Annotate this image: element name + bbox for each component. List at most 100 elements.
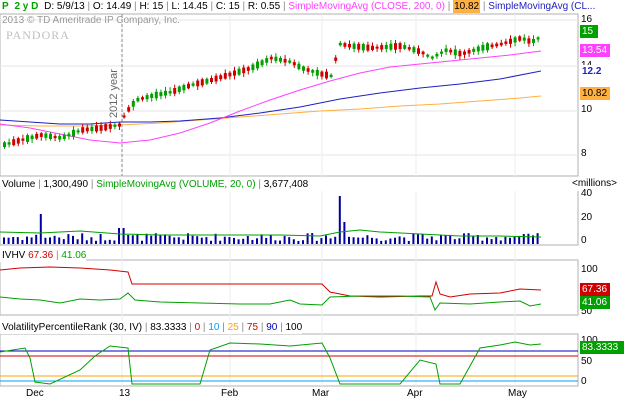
ivhv-label[interactable]: IVHV [2,250,26,261]
candle-body [159,92,163,97]
candle-body [504,41,508,44]
candle-body [430,56,434,59]
candle-body [398,43,402,50]
vpr-level-75-label: 75 [246,322,259,333]
sma50-line [0,50,542,144]
volume-bar [187,233,189,244]
candle-body [30,135,34,140]
volume-bar [357,237,360,244]
candle-body [177,86,181,93]
candle-body [412,47,416,53]
volume-bar [85,240,88,244]
volume-bar [131,235,134,244]
volume-bar [90,237,93,244]
candle-body [104,124,108,131]
vpr-label[interactable]: VolatilityPercentileRank (30, IV) [2,322,143,333]
candle-body [320,71,324,77]
volume-bar [12,237,15,244]
volume-bar [191,235,194,244]
volume-bar [154,233,157,244]
symbol-label[interactable]: P [2,1,9,12]
volume-bar [274,240,277,244]
volume-bar [371,237,373,244]
volume-bar [145,233,148,244]
vpr-tick-0: 0 [581,376,587,387]
candle-body [288,60,292,63]
x-label-mar: Mar [312,388,330,399]
candle-body [357,43,361,50]
candle-body [325,71,328,79]
candle-body [26,135,29,142]
volume-bar [412,233,415,244]
candle-body [49,133,52,139]
sma-label[interactable]: SimpleMovingAvg (CLOSE, 200, 0) [288,1,445,12]
volume-bar [168,235,171,244]
volume-bar [141,240,143,244]
candle-body [223,73,227,79]
volume-bar [292,239,295,244]
candle-body [476,46,480,52]
candle-body [495,43,499,47]
candle-body [12,139,16,146]
candle-body [352,43,356,49]
volume-bar [481,240,484,244]
volume-bar [49,237,51,244]
volume-bar [467,233,470,244]
copyright-text: 2013 © TD Ameritrade IP Company, Inc. [2,15,181,26]
volume-bar [389,238,392,244]
candle-body [210,77,213,83]
volume-bar [453,239,456,244]
volume-bar [76,239,79,244]
vpr-line [0,341,542,385]
year-marker-label: 2012 year [108,69,120,118]
volume-bar [173,237,176,244]
volume-bar [127,234,130,244]
candle-body [256,61,259,69]
candle-body [527,38,531,44]
price-grid [0,19,578,156]
vpr-value: 83.3333 [150,322,187,333]
candle-body [509,38,512,44]
volume-bar [7,237,10,244]
volume-tick-20: 20 [581,212,593,223]
candle-body [35,133,39,139]
volume-bar [352,237,355,244]
volume-bar [44,237,47,244]
candle-body [283,58,287,63]
volume-bar [35,234,38,244]
candle-body [76,130,80,133]
volume-bar [16,237,19,244]
volume-bar [58,237,61,244]
x-label-dec: Dec [26,388,44,399]
x-label-feb: Feb [221,388,239,399]
sma200-line [0,95,542,127]
last-price-badge: 15 [580,25,598,38]
x-label-13: 13 [119,388,131,399]
volume-sma-label[interactable]: SimpleMovingAvg (VOLUME, 20, 0) [96,179,256,190]
candle-body [205,78,209,84]
volume-bar [108,239,111,244]
volume-label[interactable]: Volume [2,179,36,190]
volume-bar [472,236,475,244]
ivhv-tick-100: 100 [581,264,598,275]
candle-body [453,49,457,56]
period-label[interactable]: 2 y D [14,1,39,12]
sma2-label[interactable]: SimpleMovingAvg (CL... [488,1,596,12]
volume-bar [205,237,208,244]
volume-bar [81,233,84,244]
candle-body [95,125,98,132]
volume-bar [200,237,203,244]
candle-body [127,107,131,112]
vpr-level-25-label: 25 [227,322,239,333]
volume-bar [67,234,70,244]
volume-bar [366,235,369,244]
volume-bar [518,235,521,244]
candle-body [384,44,388,50]
volume-bar [394,237,396,244]
candle-body [182,85,186,91]
vpr-level-0-label: 0 [194,322,201,333]
candle-body [467,49,471,54]
x-label-apr: Apr [407,388,423,399]
candle-body [407,47,411,50]
volume-bar [495,237,498,244]
